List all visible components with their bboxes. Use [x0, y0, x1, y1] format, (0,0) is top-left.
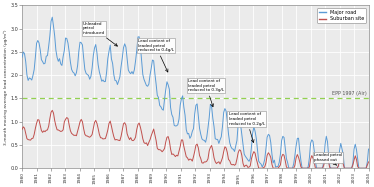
Text: Lead content of
leaded petrol
reduced to 0.4g/L: Lead content of leaded petrol reduced to…: [138, 39, 174, 72]
Legend: Major road, Suburban site: Major road, Suburban site: [317, 8, 366, 23]
Text: Lead content of
leaded petrol
reduced to 0.2g/L: Lead content of leaded petrol reduced to…: [229, 112, 265, 142]
Text: Leaded petrol
phased out: Leaded petrol phased out: [314, 153, 342, 165]
Text: EPP 1997 (Air): EPP 1997 (Air): [332, 91, 367, 96]
Text: Unleaded
petrol
introduced: Unleaded petrol introduced: [83, 22, 117, 46]
Text: Lead content of
leaded petrol
reduced to 0.3g/L: Lead content of leaded petrol reduced to…: [188, 79, 224, 107]
Y-axis label: 3-month moving average lead concentration (μg/m³): 3-month moving average lead concentratio…: [3, 29, 8, 145]
